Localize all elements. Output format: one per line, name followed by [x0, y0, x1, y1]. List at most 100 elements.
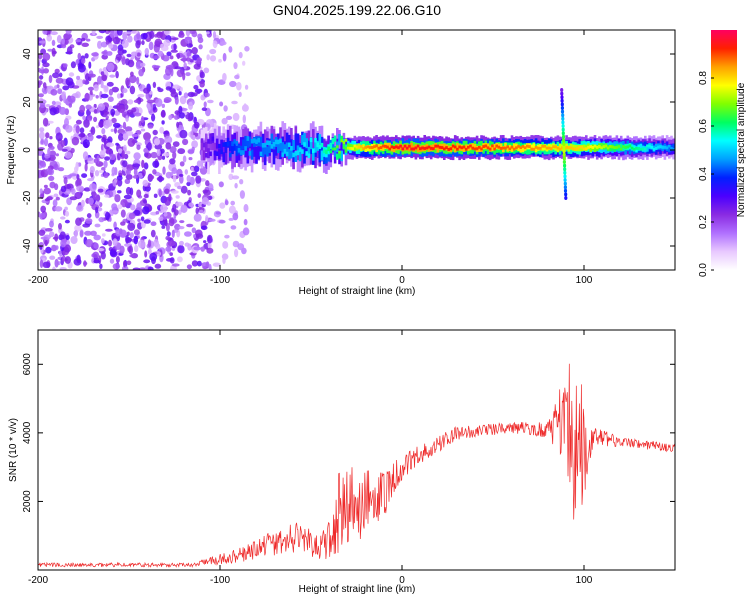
spectrogram-noise-cell: [131, 133, 139, 137]
spectrogram-ridge-cell: [303, 133, 306, 144]
spectrogram-noise-cell: [187, 149, 195, 154]
spectrogram-noise-cell: [171, 263, 180, 267]
spectrogram-ridge-cell: [528, 145, 531, 148]
spectrogram-noise-cell: [152, 169, 157, 175]
spectrogram-ridge-cell: [534, 145, 538, 149]
spectrogram-noise-cell: [122, 121, 127, 130]
spectrogram-ridge-cell: [357, 145, 361, 149]
spectrogram-ridge-cell: [462, 145, 466, 149]
spectrogram-noise-cell: [114, 194, 121, 203]
spectrogram-ridge-cell: [288, 142, 291, 148]
spectrogram-noise-cell: [64, 206, 68, 211]
spectrogram-noise-cell: [49, 255, 56, 260]
spectrogram-noise-cell: [187, 243, 192, 251]
spectrogram-noise-cell: [55, 245, 59, 251]
spectrogram-y-tick-label: -20: [22, 190, 33, 205]
spectrogram-ridge-cell: [445, 146, 448, 150]
spectrogram-noise-cell: [95, 95, 99, 99]
spectrogram-noise-cell: [136, 76, 140, 85]
spectrogram-ridge-cell: [355, 145, 359, 149]
spectrogram-ridge-cell: [547, 146, 551, 150]
spectrogram-ridge-cell: [451, 144, 455, 148]
spectrogram-noise-cell: [143, 193, 149, 199]
spectrogram-ridge-cell: [517, 144, 520, 151]
spectrogram-noise-cell: [95, 206, 99, 214]
spectrogram-ridge-cell: [312, 150, 315, 161]
spectrogram-noise-cell: [197, 193, 202, 199]
spectrogram-ridge-cell: [250, 138, 254, 156]
spectrogram-noise-cell: [115, 53, 122, 61]
spectrogram-noise-cell: [115, 228, 121, 237]
spectrogram-noise-cell: [137, 239, 146, 249]
spectrogram-ridge-cell: [530, 147, 533, 151]
spectrogram-noise-cell: [75, 119, 82, 125]
spectrogram-ridge-cell: [550, 147, 553, 151]
spectrogram-noise-cell: [77, 52, 82, 60]
spectrogram-noise-cell: [166, 231, 171, 237]
spectrogram-noise-cell: [64, 151, 73, 159]
spectrogram-noise-cell: [221, 117, 228, 125]
spectrogram-noise-cell: [154, 263, 162, 269]
spectrogram-ridge-cell: [331, 139, 335, 151]
colorbar-tick-label: 0.2: [698, 215, 709, 229]
spectrogram-burst-cell: [561, 127, 565, 132]
spectrogram-noise-cell: [38, 229, 46, 236]
spectrogram-y-tick-label: -40: [22, 238, 33, 253]
spectrogram-ridge-cell: [309, 139, 313, 150]
spectrogram-noise-cell: [45, 104, 51, 108]
spectrogram-noise-cell: [120, 221, 126, 226]
spectrogram-noise-cell: [50, 31, 58, 36]
spectrogram-noise-cell: [198, 44, 203, 50]
spectrogram-burst-cell: [562, 145, 566, 150]
spectrogram-noise-cell: [123, 260, 126, 268]
spectrogram-noise-cell: [82, 79, 86, 84]
spectrogram-noise-cell: [69, 173, 78, 177]
spectrogram-noise-cell: [92, 192, 98, 200]
spectrogram-ridge-cell: [259, 140, 263, 158]
spectrogram-ridge-cell: [320, 142, 324, 148]
spectrogram-ridge-cell: [242, 139, 245, 150]
spectrogram-noise-cell: [234, 74, 240, 80]
spectrogram-noise-cell: [222, 72, 227, 82]
spectrogram-noise-cell: [75, 192, 81, 199]
spectrogram-noise-cell: [165, 235, 170, 241]
spectrogram-noise-cell: [185, 57, 191, 62]
spectrogram-ridge-cell: [288, 149, 291, 160]
spectrogram-noise-cell: [84, 230, 92, 236]
spectrogram-noise-cell: [206, 54, 210, 61]
spectrogram-burst-cell: [563, 178, 567, 182]
spectrogram-noise-cell: [133, 229, 140, 236]
spectrogram-ridge-cell: [224, 142, 228, 147]
spectrogram-ridge-cell: [259, 151, 263, 157]
spectrogram-noise-cell: [112, 180, 117, 187]
spectrogram-noise-cell: [188, 30, 197, 34]
spectrogram-noise-cell: [168, 114, 173, 120]
spectrogram-noise-cell: [138, 267, 147, 270]
spectrogram-ridge-cell: [218, 149, 221, 160]
spectrogram-noise-cell: [69, 196, 78, 201]
spectrogram-burst-cell: [560, 91, 564, 96]
spectrogram-noise-cell: [149, 90, 153, 95]
spectrogram-ridge-cell: [253, 138, 256, 143]
spectrogram-noise-cell: [144, 250, 148, 258]
spectrogram-ridge-cell: [255, 146, 258, 164]
spectrogram-ridge-cell: [504, 146, 507, 150]
spectrogram-noise-cell: [125, 126, 133, 132]
spectrogram-noise-cell: [195, 175, 202, 184]
spectrogram-ridge-cell: [668, 146, 671, 153]
spectrogram-noise-cell: [183, 92, 189, 99]
spectrogram-noise-cell: [55, 77, 64, 84]
spectrogram-ridge-cell: [294, 151, 298, 156]
spectrogram-ridge-cell: [591, 146, 595, 149]
spectrogram-noise-cell: [170, 89, 176, 95]
spectrogram-burst-cell: [562, 152, 566, 157]
spectrogram-noise-cell: [224, 200, 229, 206]
spectrogram-noise-cell: [100, 71, 105, 76]
spectrogram-ridge-cell: [318, 145, 322, 163]
spectrogram-ridge-cell: [530, 144, 533, 151]
spectrogram-ridge-cell: [253, 139, 256, 157]
spectrogram-noise-cell: [152, 129, 158, 136]
spectrogram-noise-cell: [165, 86, 172, 91]
spectrogram-ridge-cell: [307, 146, 311, 157]
spectrogram-noise-cell: [53, 163, 59, 171]
